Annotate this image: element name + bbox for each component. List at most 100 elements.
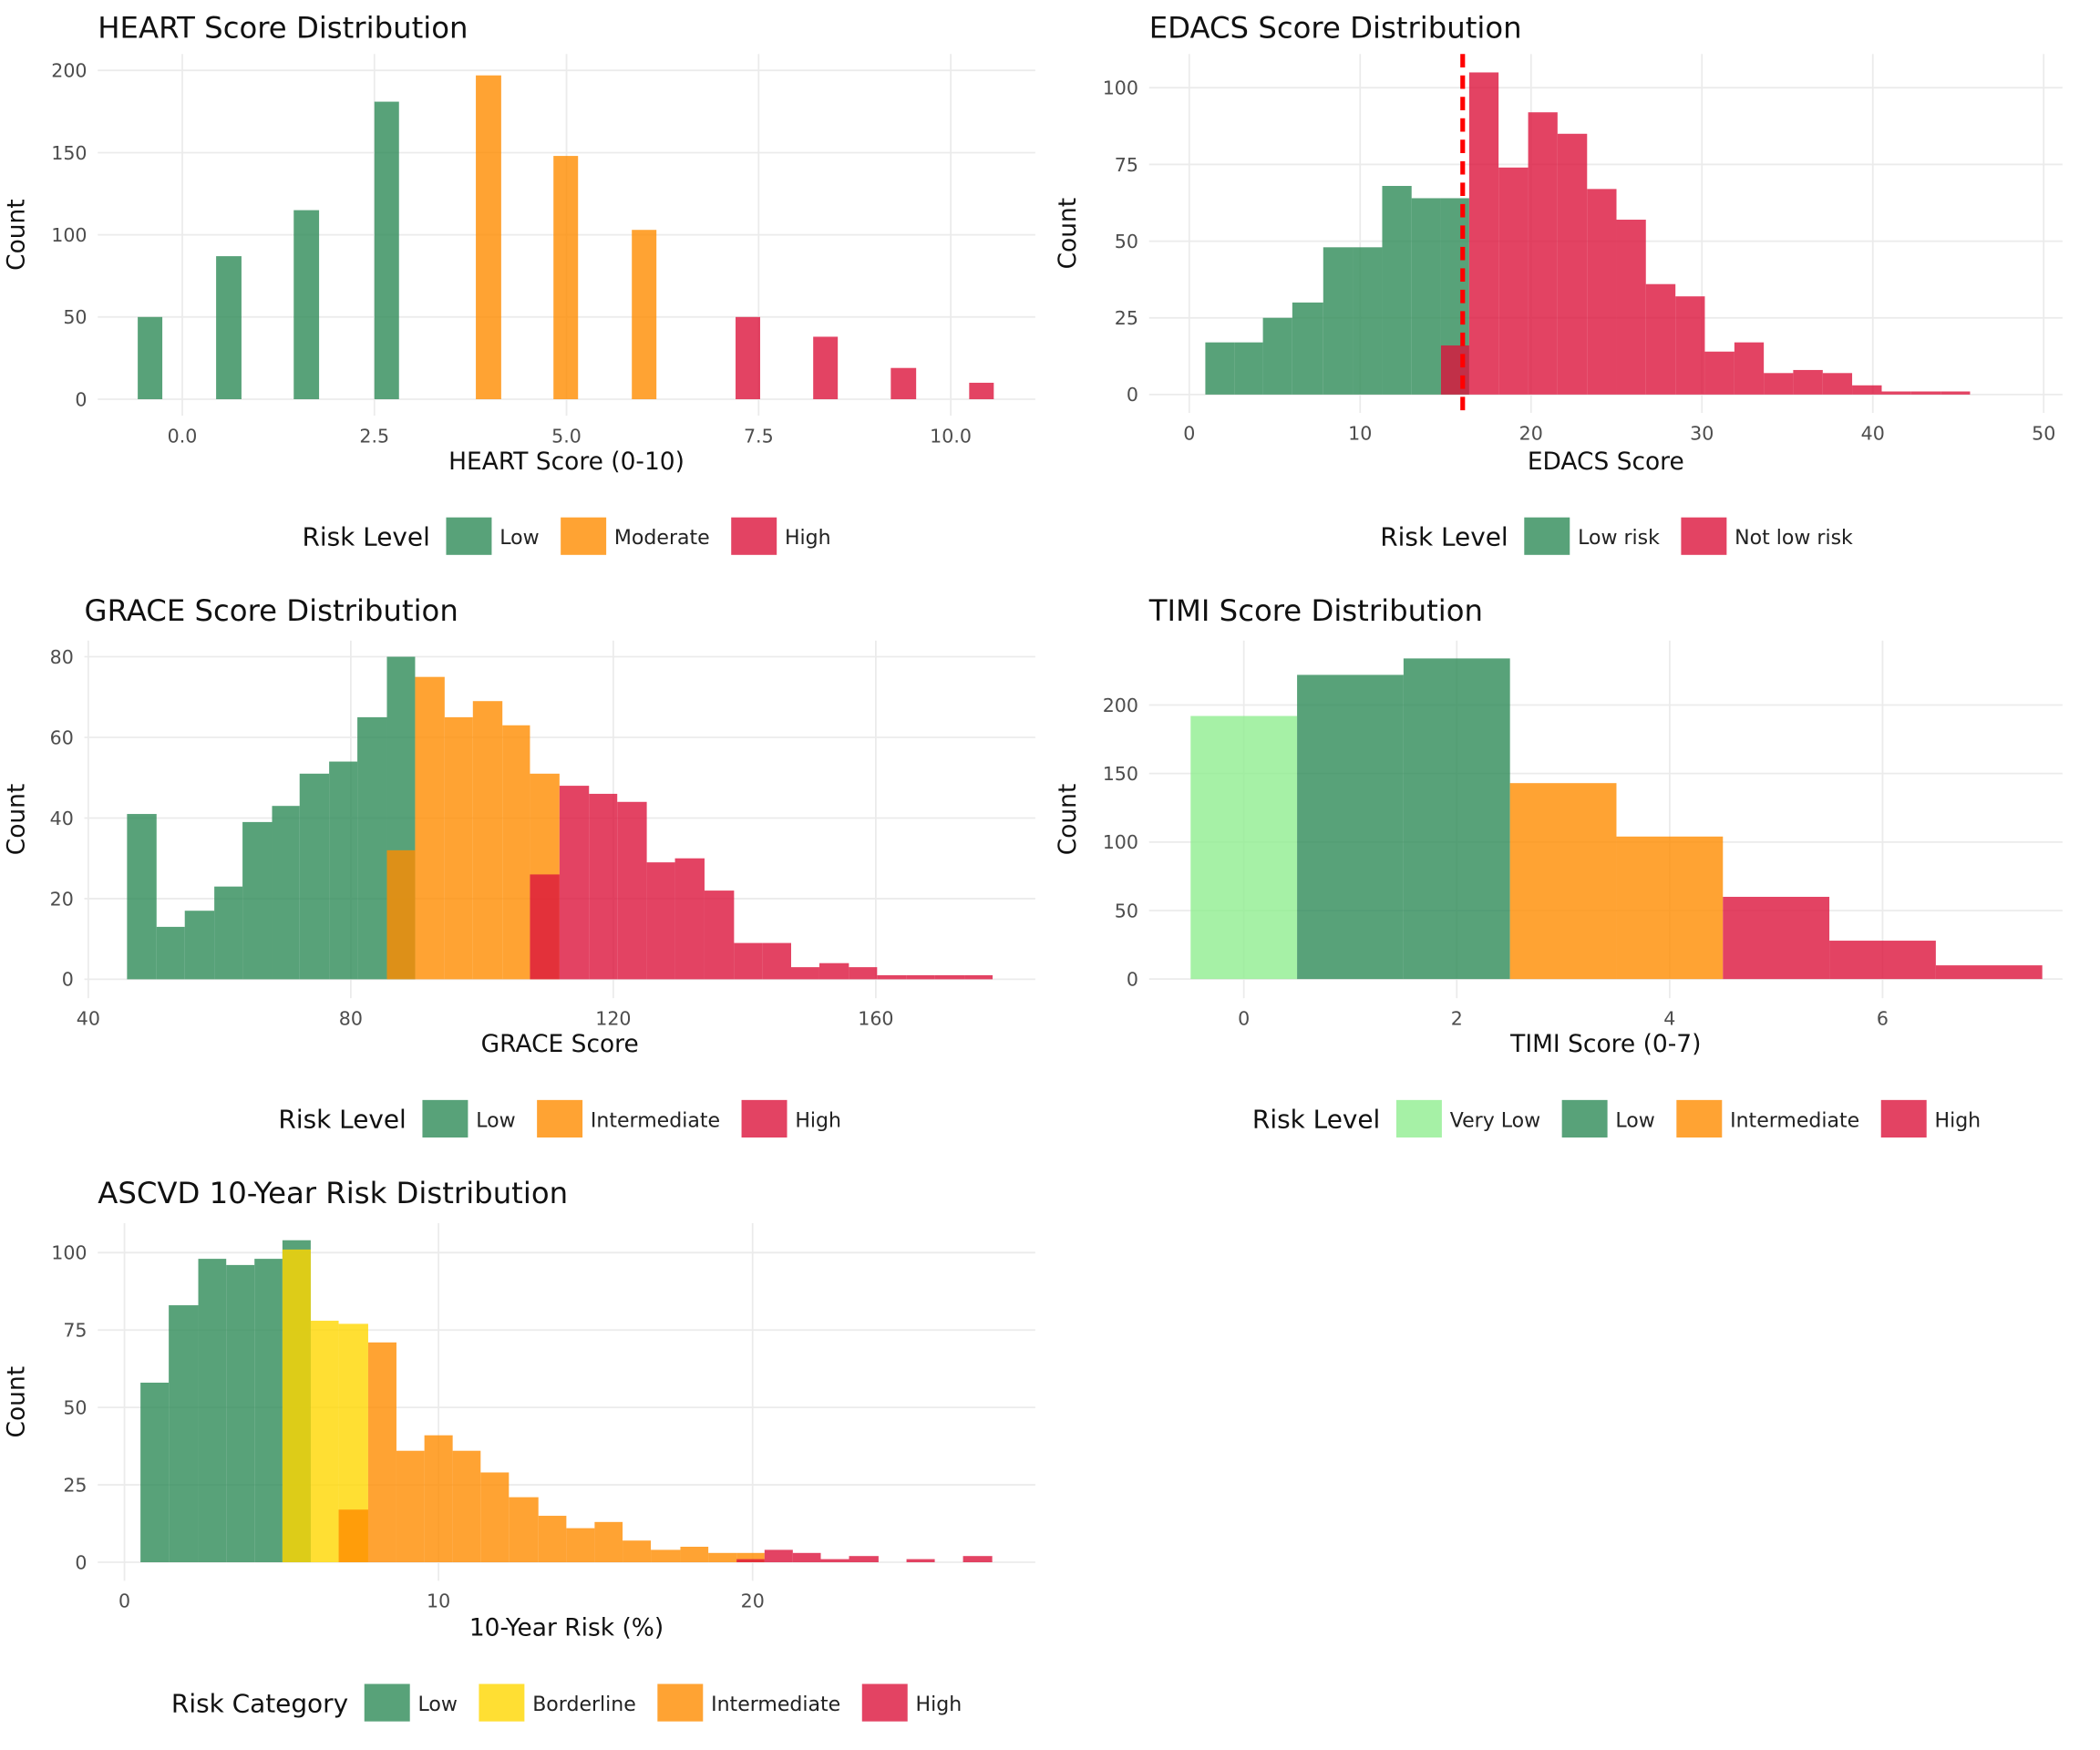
histogram-bar (140, 1382, 170, 1562)
legend-label: High (795, 1109, 841, 1132)
histogram-bar (272, 806, 300, 980)
x-tick-label: 30 (1690, 422, 1714, 444)
legend-swatch (422, 1099, 468, 1138)
y-tick-label: 50 (1115, 900, 1138, 921)
x-tick-label: 120 (595, 1008, 631, 1030)
chart-panel: 0 50 100 150 200 0.0 2.5 5.0 7.5 10.0 HEART Score … (2, 11, 1035, 555)
histogram-bar (736, 316, 761, 399)
histogram-bar (138, 316, 163, 399)
y-tick-label: 100 (1103, 831, 1138, 853)
histogram-bar (127, 814, 157, 980)
y-tick-label: 40 (50, 808, 74, 829)
histogram-bar (646, 862, 675, 980)
x-tick-label: 0.0 (168, 425, 198, 447)
histogram-bar (1822, 373, 1853, 395)
x-tick-label: 10 (427, 1590, 450, 1612)
legend-swatch (861, 1683, 908, 1722)
histogram-bar (184, 911, 215, 980)
y-tick-label: 0 (75, 1551, 87, 1573)
chart-panel: 0 25 50 75 100 0 10 20 30 40 50 EDACS Score Distrib… (1054, 11, 2063, 555)
histogram-bar (764, 1549, 793, 1562)
histogram-bar (674, 858, 705, 980)
histogram-bar (1411, 198, 1441, 395)
y-tick-label: 0 (62, 969, 74, 991)
legend: Risk Category Low Borderline Intermediate Hi… (171, 1683, 962, 1722)
histogram-bar (452, 1450, 481, 1562)
histogram-bar (156, 926, 185, 980)
histogram-bar (216, 256, 242, 399)
y-tick-label: 50 (63, 306, 87, 328)
histogram-bar (1403, 658, 1510, 980)
histogram-bar (849, 967, 878, 980)
histogram-bar (214, 886, 243, 980)
x-tick-label: 20 (741, 1590, 765, 1612)
histogram-bar (509, 1497, 539, 1562)
legend-swatch (1524, 517, 1570, 555)
histogram-bar (734, 942, 763, 980)
legend-label: High (785, 527, 831, 550)
y-tick-label: 0 (1127, 384, 1138, 406)
histogram-bar (1557, 133, 1588, 395)
histogram-bar (820, 1559, 849, 1562)
histogram-bar (934, 974, 965, 980)
histogram-bar (704, 890, 735, 980)
histogram-bar (1940, 391, 1971, 395)
histogram-bar (254, 1259, 283, 1562)
y-axis-label: Count (2, 199, 30, 271)
histogram-bar (198, 1259, 227, 1562)
histogram-bar (480, 1472, 510, 1562)
y-axis-label: Count (2, 1366, 30, 1438)
histogram-bar (396, 1450, 425, 1562)
legend-title: Risk Level (1252, 1105, 1380, 1135)
legend-label: Low risk (1578, 527, 1660, 550)
histogram-bar (813, 336, 839, 399)
histogram-bar (329, 761, 358, 980)
y-tick-label: 50 (63, 1396, 87, 1418)
legend-swatch (364, 1683, 410, 1722)
histogram-bar (1190, 715, 1298, 980)
histogram-bar (1675, 296, 1705, 395)
x-tick-label: 6 (1877, 1008, 1889, 1030)
histogram-bar (367, 1342, 396, 1562)
y-tick-label: 150 (1103, 763, 1138, 785)
y-tick-label: 25 (63, 1474, 87, 1496)
histogram-bar (1498, 167, 1529, 395)
histogram-bar (962, 1556, 993, 1562)
histogram-bar (1528, 112, 1558, 395)
histogram-bar (310, 1321, 339, 1562)
legend: Risk Level Low Moderate High (302, 517, 831, 555)
histogram-bar (736, 1559, 765, 1562)
legend-swatch (741, 1099, 788, 1138)
histogram-bar (1734, 342, 1765, 395)
histogram-bar (906, 974, 935, 980)
histogram-bar (1764, 373, 1794, 395)
histogram-bar (1616, 836, 1724, 980)
y-tick-label: 100 (1103, 77, 1138, 99)
legend-swatch (561, 517, 607, 555)
legend-swatch (446, 517, 492, 555)
histogram-bar (1509, 783, 1617, 980)
legend-label: Low (418, 1693, 458, 1716)
chart-title: EDACS Score Distribution (1149, 11, 1522, 46)
y-tick-label: 100 (51, 1242, 87, 1264)
histogram-bar (1587, 189, 1617, 395)
x-tick-label: 160 (858, 1008, 893, 1030)
y-tick-label: 100 (51, 224, 87, 246)
x-tick-label: 10 (1348, 422, 1372, 444)
y-tick-label: 80 (50, 646, 74, 668)
legend-swatch (1676, 1099, 1723, 1138)
chart-panel: 0 20 40 60 80 40 80 120 160 GRACE Score Distribut… (2, 593, 1035, 1138)
histogram-bar (169, 1305, 199, 1562)
y-axis-label: Count (1054, 784, 1082, 856)
histogram-bar (791, 967, 819, 980)
histogram-bar (1881, 391, 1911, 395)
histogram-bar (589, 793, 618, 980)
legend-swatch (1880, 1099, 1927, 1138)
legend-label: Low (476, 1109, 515, 1132)
histogram-bar (623, 1540, 652, 1562)
y-tick-label: 200 (1103, 695, 1138, 716)
x-axis-label: GRACE Score (481, 1030, 639, 1058)
histogram-bar (632, 230, 657, 399)
histogram-bar (1793, 369, 1823, 395)
histogram-bar (818, 962, 849, 980)
